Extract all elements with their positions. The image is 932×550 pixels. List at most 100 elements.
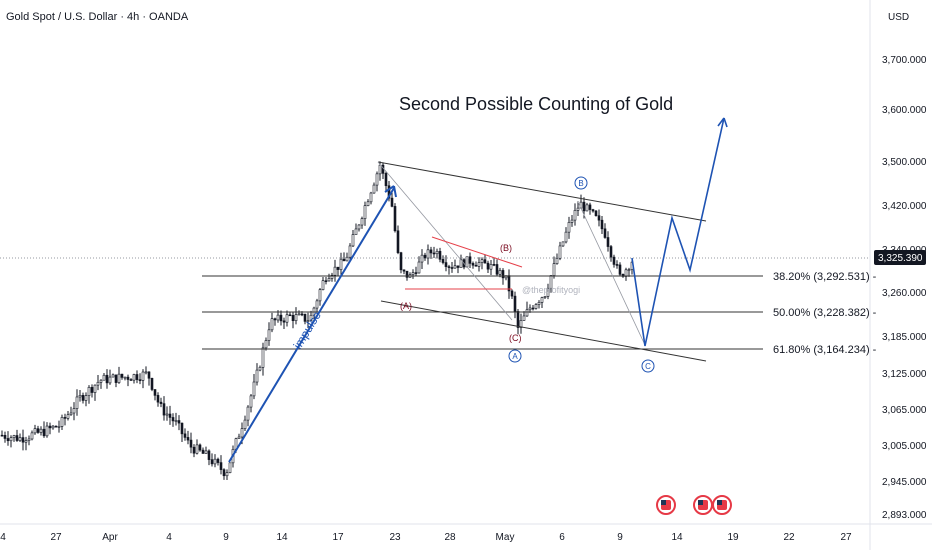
candle-body bbox=[327, 278, 331, 282]
candle-body bbox=[609, 246, 613, 258]
candle-body bbox=[471, 263, 475, 266]
candle-body bbox=[81, 395, 85, 401]
candle-body bbox=[597, 215, 601, 221]
candle-body bbox=[279, 314, 283, 322]
currency-label[interactable]: USD bbox=[888, 12, 909, 23]
candle-body bbox=[624, 269, 628, 277]
candle-body bbox=[180, 422, 184, 435]
candle-body bbox=[6, 438, 10, 442]
price-tick-label: 3,600.000 bbox=[882, 105, 927, 116]
candle-body bbox=[354, 228, 358, 235]
candle-body bbox=[372, 184, 376, 194]
candle-body bbox=[36, 428, 40, 433]
candle-body bbox=[315, 300, 319, 309]
price-tick-label: 3,500.000 bbox=[882, 157, 927, 168]
event-icons[interactable] bbox=[656, 495, 732, 515]
candle-body bbox=[237, 436, 241, 439]
price-axis[interactable]: 3,700.0003,600.0003,500.0003,420.0003,34… bbox=[882, 55, 927, 521]
candle-body bbox=[129, 379, 133, 381]
candle-body bbox=[348, 245, 352, 258]
us-flag-icon[interactable] bbox=[656, 495, 676, 515]
candle-body bbox=[18, 437, 22, 441]
candle-body bbox=[141, 371, 145, 381]
candle-body bbox=[42, 428, 46, 437]
us-flag-icon[interactable] bbox=[693, 495, 713, 515]
candle-body bbox=[96, 381, 100, 386]
candle-body bbox=[99, 379, 103, 383]
time-axis[interactable]: 4 27 Apr 4 9 14 17 23 28 May 6 9 14 19 22 27 bbox=[0, 532, 852, 543]
fib-label: 50.00% (3,228.382) - bbox=[773, 307, 877, 319]
headline-text: Second Possible Counting of Gold bbox=[399, 94, 673, 114]
candle-body bbox=[249, 395, 253, 408]
candle-body bbox=[357, 224, 361, 230]
candle-body bbox=[240, 428, 244, 438]
candle-body bbox=[204, 450, 208, 454]
wave-label-B-paren: (B) bbox=[500, 243, 512, 253]
candle-body bbox=[378, 164, 382, 175]
candle-body bbox=[156, 395, 160, 403]
watermark-text: @theprofityogi bbox=[522, 285, 580, 295]
candle-body bbox=[606, 237, 610, 247]
price-tick-label: 3,005.000 bbox=[882, 441, 927, 452]
candle-body bbox=[294, 314, 298, 321]
price-tick-label: 3,420.000 bbox=[882, 201, 927, 212]
candle-body bbox=[75, 396, 79, 409]
candle-body bbox=[117, 373, 121, 383]
candle-body bbox=[384, 173, 388, 187]
candle-body bbox=[402, 269, 406, 272]
candle-body bbox=[126, 376, 130, 380]
candle-body bbox=[306, 320, 310, 323]
candle-body bbox=[144, 371, 148, 374]
candle-body bbox=[540, 297, 544, 303]
candle-body bbox=[51, 425, 55, 429]
candle-body bbox=[270, 318, 274, 331]
candle-body bbox=[333, 266, 337, 276]
us-flag-icon[interactable] bbox=[712, 495, 732, 515]
time-tick-label: May bbox=[496, 532, 515, 543]
candle-body bbox=[465, 256, 469, 268]
candle-body bbox=[390, 197, 394, 207]
candle-body bbox=[285, 314, 289, 323]
candle-body bbox=[594, 210, 598, 216]
time-tick-label: 9 bbox=[617, 532, 623, 543]
candle-body bbox=[393, 206, 397, 232]
candle-body bbox=[198, 444, 202, 451]
candle-body bbox=[33, 428, 37, 434]
candle-body bbox=[213, 458, 217, 465]
impulse-arrowhead bbox=[384, 185, 397, 198]
candle-body bbox=[369, 192, 373, 203]
candle-body bbox=[195, 444, 199, 454]
channel-lower-line bbox=[380, 300, 707, 362]
candle-body bbox=[480, 259, 484, 263]
candle-body bbox=[147, 371, 151, 379]
candle-body bbox=[426, 249, 430, 259]
chart-title: Gold Spot / U.S. Dollar · 4h · OANDA bbox=[6, 11, 189, 23]
candle-body bbox=[243, 419, 247, 429]
time-tick-label: 6 bbox=[559, 532, 565, 543]
candle-body bbox=[561, 241, 565, 247]
candle-body bbox=[366, 201, 370, 206]
candle-body bbox=[477, 262, 481, 267]
candle-body bbox=[288, 314, 292, 317]
fib-label: 61.80% (3,164.234) - bbox=[773, 344, 877, 356]
candle-body bbox=[510, 290, 514, 297]
candle-body bbox=[174, 420, 178, 422]
candle-body bbox=[207, 450, 211, 460]
candle-body bbox=[303, 313, 307, 322]
candle-body bbox=[603, 228, 607, 238]
candle-body bbox=[417, 261, 421, 274]
price-tick-label: 2,893.000 bbox=[882, 510, 927, 521]
candle-body bbox=[411, 272, 415, 275]
time-tick-label: Apr bbox=[102, 532, 118, 543]
time-tick-label: 14 bbox=[671, 532, 683, 543]
candle-body bbox=[564, 231, 568, 243]
candle-body bbox=[60, 417, 64, 427]
candle-body bbox=[432, 252, 436, 255]
candle-body bbox=[498, 270, 502, 275]
candle-body bbox=[492, 264, 496, 266]
candle-body bbox=[9, 437, 13, 442]
candle-body bbox=[93, 384, 97, 393]
candle-body bbox=[474, 264, 478, 267]
candle-body bbox=[102, 374, 106, 381]
